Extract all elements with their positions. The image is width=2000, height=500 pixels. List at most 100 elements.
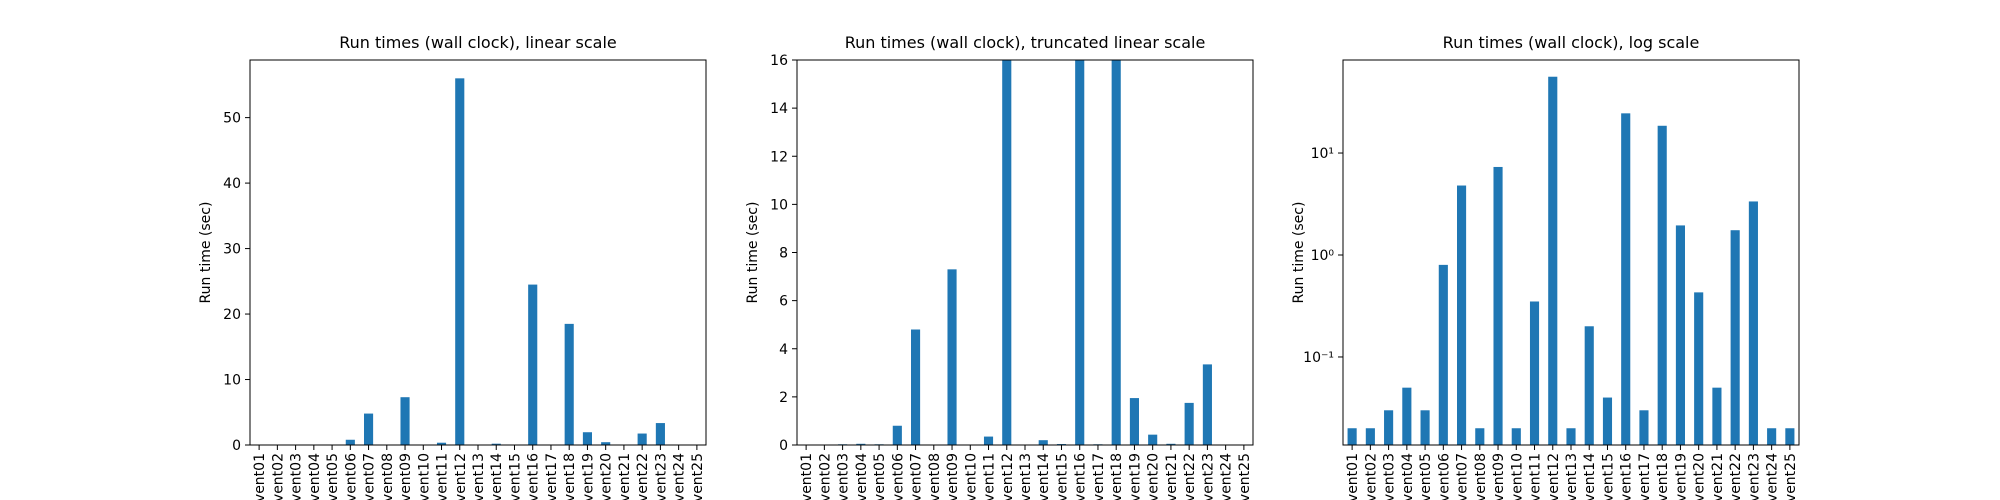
- y-tick-label: 10: [223, 373, 241, 389]
- x-tick-label: event23: [653, 453, 669, 500]
- bar: [400, 397, 410, 445]
- x-tick-label: event16: [526, 453, 542, 500]
- bar: [1365, 428, 1375, 445]
- x-tick-label: event18: [1655, 453, 1671, 500]
- bar: [1384, 410, 1394, 445]
- chart-panel: Run times (wall clock), truncated linear…: [745, 33, 1254, 500]
- x-tick-label: event10: [963, 453, 979, 500]
- bar: [911, 329, 921, 445]
- bar: [1420, 410, 1430, 445]
- y-tick-label: 20: [223, 307, 241, 323]
- x-tick-label: event06: [890, 453, 906, 500]
- bar: [1475, 428, 1485, 445]
- x-tick-label: event21: [617, 453, 633, 500]
- x-tick-label: event09: [945, 453, 961, 500]
- bar: [1639, 410, 1649, 445]
- x-tick-label: event12: [1000, 453, 1016, 500]
- x-tick-label: event21: [1164, 453, 1180, 500]
- axes-frame: [1342, 59, 1800, 446]
- bars: [801, 60, 1249, 445]
- x-tick-label: event07: [909, 453, 925, 500]
- x-tick-label: event09: [398, 453, 414, 500]
- bar: [1038, 440, 1048, 445]
- x-tick-label: event25: [1237, 453, 1253, 500]
- bar: [1402, 387, 1412, 445]
- bar: [1457, 185, 1467, 445]
- bar: [582, 432, 592, 445]
- y-tick-label: 6: [779, 294, 788, 310]
- bar: [1511, 428, 1521, 445]
- chart-title: Run times (wall clock), log scale: [1443, 33, 1700, 52]
- x-tick-label: event18: [1109, 453, 1125, 500]
- bar: [1347, 428, 1357, 445]
- bar: [1621, 113, 1631, 445]
- bar: [892, 425, 902, 445]
- y-tick-label: 10¹: [1311, 146, 1334, 162]
- y-tick-label: 10⁻¹: [1303, 350, 1334, 366]
- x-tick-label: event22: [635, 453, 651, 500]
- y-axis-label: Run time (sec): [198, 202, 214, 304]
- bars: [254, 78, 702, 445]
- bar: [1566, 428, 1576, 445]
- bar: [1657, 125, 1667, 445]
- chart-panel: Run times (wall clock), linear scale Run …: [198, 33, 707, 500]
- x-tick-label: event24: [1765, 453, 1781, 500]
- bar: [364, 413, 374, 445]
- y-tick-label: 16: [770, 53, 788, 69]
- x-tick-label: event14: [489, 453, 505, 500]
- bar: [856, 443, 866, 445]
- bar: [1493, 166, 1503, 445]
- bar: [345, 439, 355, 445]
- x-tick-label: event03: [289, 453, 305, 500]
- x-tick-label: event03: [836, 453, 852, 500]
- bar: [1748, 201, 1758, 445]
- bar: [947, 269, 957, 445]
- bar: [1785, 428, 1795, 445]
- x-tick-label: event02: [817, 453, 833, 500]
- bar: [983, 436, 994, 445]
- bar: [1767, 428, 1777, 445]
- x-tick-label: event20: [1146, 453, 1162, 500]
- y-tick-label: 0: [779, 438, 788, 454]
- x-tick-label: event23: [1746, 453, 1762, 500]
- x-tick-label: event18: [562, 453, 578, 500]
- x-tick-label: event11: [435, 453, 451, 500]
- x-tick-label: event12: [1546, 453, 1562, 500]
- x-tick-label: event12: [453, 453, 469, 500]
- axes-frame: [796, 59, 1254, 446]
- y-axis-label: Run time (sec): [1291, 202, 1307, 304]
- bar: [455, 78, 465, 445]
- y-tick-label: 8: [779, 246, 788, 262]
- bars: [1347, 76, 1795, 445]
- x-tick-label: event15: [1054, 453, 1070, 500]
- x-tick-label: event11: [982, 453, 998, 500]
- chart-title: Run times (wall clock), linear scale: [339, 33, 617, 52]
- bar: [436, 442, 447, 445]
- bar: [1129, 398, 1139, 445]
- x-tick-label: event05: [872, 453, 888, 500]
- x-tick-label: event07: [362, 453, 378, 500]
- bar: [1712, 387, 1722, 445]
- x-tick-label: event06: [1436, 453, 1452, 500]
- x-tick-label: event08: [1473, 453, 1489, 500]
- bar: [1184, 402, 1194, 445]
- x-tick-label: event20: [1692, 453, 1708, 500]
- x-tick-label: event06: [343, 453, 359, 500]
- x-tick-label: event13: [1018, 453, 1034, 500]
- bar: [528, 284, 538, 445]
- x-tick-label: event13: [1564, 453, 1580, 500]
- x-tick-label: event22: [1728, 453, 1744, 500]
- x-tick-label: event25: [1783, 453, 1799, 500]
- x-tick-label: event17: [544, 453, 560, 500]
- bar: [1202, 364, 1212, 445]
- bar: [1111, 60, 1121, 445]
- x-tick-label: event19: [1673, 453, 1689, 500]
- bar: [1584, 326, 1594, 445]
- x-tick-label: event03: [1382, 453, 1398, 500]
- x-tick-label: event10: [1509, 453, 1525, 500]
- bar: [1548, 76, 1558, 445]
- bar: [1730, 230, 1740, 445]
- x-tick-label: event23: [1200, 453, 1216, 500]
- x-tick-label: event15: [1600, 453, 1616, 500]
- x-tick-label: event01: [252, 453, 268, 500]
